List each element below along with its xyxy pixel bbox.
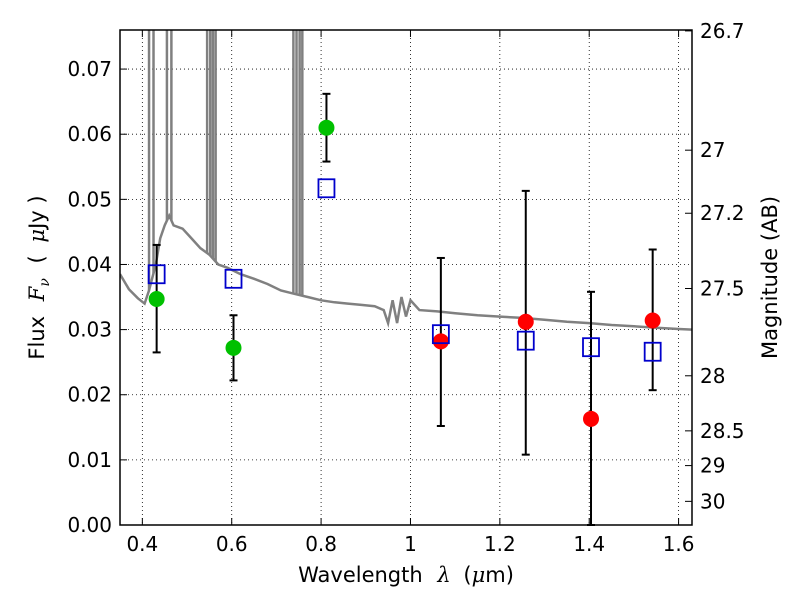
x-tick-label: 1.4 — [573, 532, 605, 556]
model-spectrum-line — [120, 212, 692, 331]
y-tick-label: 0.04 — [67, 252, 112, 276]
x-tick-label: 1.6 — [663, 532, 695, 556]
data-point-circle — [644, 312, 661, 329]
model-point-square — [582, 337, 600, 358]
y2-tick-label: 27 — [700, 138, 725, 162]
data-point-circle — [148, 290, 165, 307]
x-tick-label: 0.8 — [305, 532, 337, 556]
axis-ticks: 0.4 0.6 0.8 1 1.2 1.4 1.6 0.00 0.01 0.02 0.03 0.04 0… — [67, 19, 744, 556]
x-axis-label-unit-open: ( — [463, 563, 471, 587]
y-tick-label: 0.07 — [67, 57, 112, 81]
y-axis-label-symbol: F — [25, 285, 49, 302]
x-axis-label-unit-mu: μ — [472, 563, 486, 587]
model-point-square — [643, 341, 662, 362]
y-tick-label: 0.00 — [67, 513, 112, 537]
plot-frame — [119, 29, 693, 526]
y2-tick-label: 28 — [700, 364, 725, 388]
data-point-circle — [318, 119, 335, 136]
model-point-square — [147, 264, 166, 285]
y-tick-label: 0.02 — [67, 383, 112, 407]
model-point-square — [224, 268, 243, 289]
y-axis-label-text: Flux — [25, 316, 49, 360]
data-point-circle — [432, 333, 449, 350]
grid — [120, 30, 692, 526]
x-axis-label-symbol: λ — [436, 563, 450, 587]
y2-tick-label: 27.2 — [700, 201, 745, 225]
y-tick-label: 0.01 — [67, 448, 112, 472]
y-axis-label-unit-mu: μ — [25, 229, 49, 243]
y-axis-label-unit-open: ( — [25, 255, 49, 263]
data-point-circle — [225, 339, 242, 356]
x-tick-label: 0.6 — [216, 532, 248, 556]
x-axis-label: Wavelength λ (μm) — [298, 563, 514, 587]
x-axis-label-text: Wavelength — [298, 563, 423, 587]
model-point-square — [431, 324, 450, 345]
x-tick-label: 0.4 — [126, 532, 158, 556]
data-layer — [120, 30, 692, 331]
data-point-circle — [517, 313, 534, 330]
model-point-square — [317, 178, 336, 199]
y-tick-label: 0.06 — [67, 122, 112, 146]
data-point-circle — [583, 410, 600, 427]
y-tick-label: 0.03 — [67, 318, 112, 342]
y-axis-label-unit-rest: Jy ) — [25, 195, 49, 231]
y2-tick-label: 26.7 — [700, 19, 745, 43]
y2-tick-label: 27.5 — [700, 277, 745, 301]
y2-axis-label: Magnitude (AB) — [758, 196, 782, 359]
model-point-square — [516, 330, 535, 351]
y-axis-label-subscript: ν — [37, 278, 53, 287]
x-tick-label: 1 — [404, 532, 417, 556]
y2-tick-label: 28.5 — [700, 419, 745, 443]
y2-tick-label: 30 — [700, 489, 725, 513]
y2-tick-label: 29 — [700, 454, 725, 478]
y-axis-label: Flux Fν ( μJy ) — [25, 195, 54, 359]
y-tick-label: 0.05 — [67, 187, 112, 211]
plot-area — [120, 30, 692, 526]
x-axis-label-unit-rest: m) — [485, 563, 514, 587]
x-tick-label: 1.2 — [484, 532, 516, 556]
